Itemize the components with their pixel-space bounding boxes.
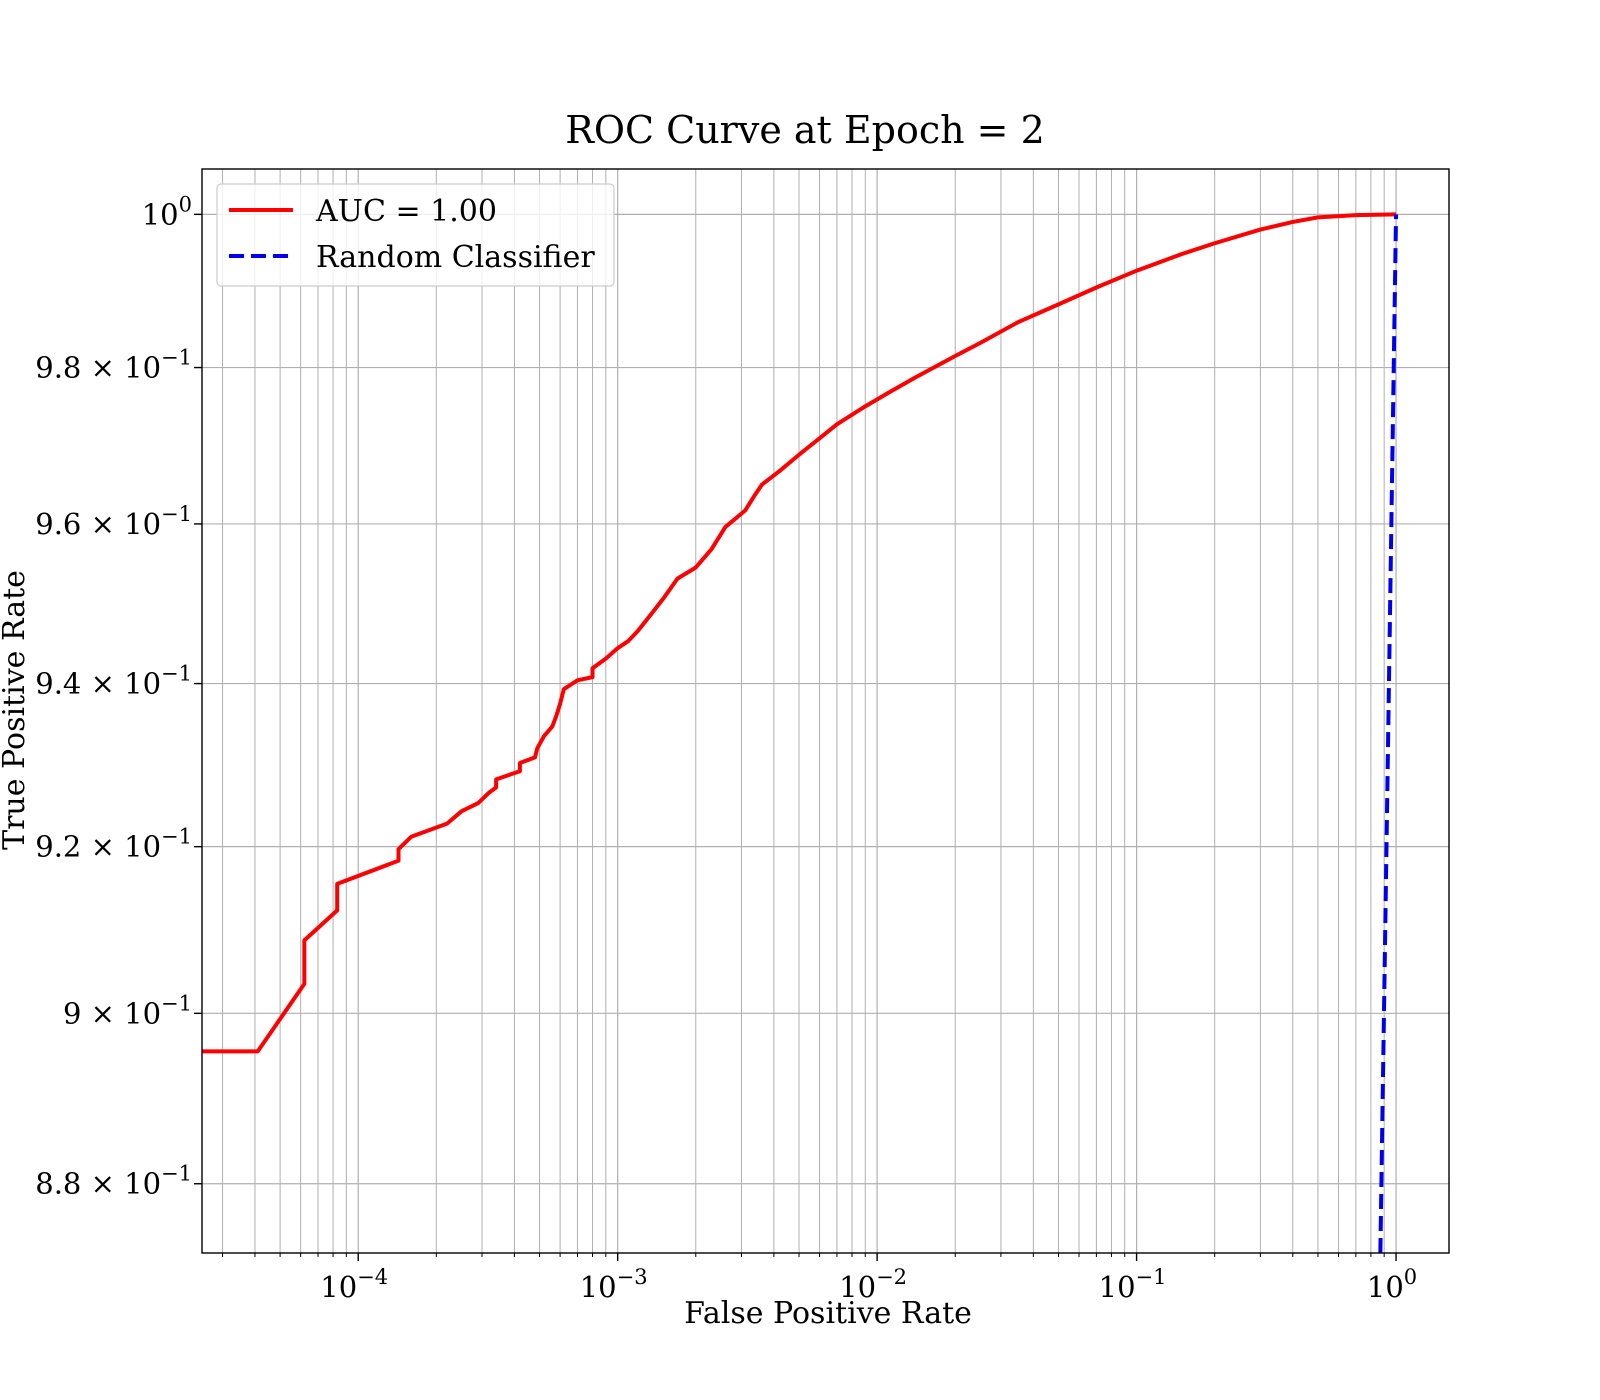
y-tick-label: 8.8 × 10−1	[35, 1162, 192, 1201]
x-axis-label: False Positive Rate	[684, 1296, 972, 1331]
x-tick-label: 10−2	[839, 1265, 907, 1304]
y-tick-label: 9.8 × 10−1	[35, 346, 192, 385]
x-tick-label: 10−4	[320, 1265, 388, 1304]
major-grid	[202, 169, 1449, 1253]
y-axis-ticks: 100 9.8 × 10−1 9.6 × 10−1 9.4 × 10−1 9.2 × 1…	[35, 192, 202, 1201]
y-axis-label: True Positive Rate	[0, 570, 32, 850]
legend-box	[216, 183, 615, 287]
y-tick-label: 9.2 × 10−1	[35, 825, 192, 864]
x-tick-label: 10−3	[580, 1265, 648, 1304]
y-tick-label: 100	[142, 192, 192, 231]
y-tick-label: 9.4 × 10−1	[35, 662, 192, 701]
legend-label-random-classifier: Random Classifier	[316, 240, 595, 275]
legend: AUC = 1.00 Random Classifier	[216, 183, 615, 287]
plot-area-frame	[201, 168, 1450, 1254]
x-tick-label: 100	[1367, 1265, 1417, 1304]
y-tick-label: 9.6 × 10−1	[35, 502, 192, 541]
minor-grid	[222, 169, 1385, 1253]
x-axis-ticks: 10−4 10−3 10−2 10−1 100	[222, 1253, 1417, 1304]
series-layer	[202, 212, 1399, 1253]
roc-curve-line	[202, 212, 1397, 1054]
x-tick-label: 10−1	[1099, 1265, 1167, 1304]
y-tick-label: 9 × 10−1	[63, 991, 192, 1030]
chart-title: ROC Curve at Epoch = 2	[565, 108, 1045, 152]
legend-label-auc: AUC = 1.00	[315, 194, 497, 229]
random-classifier-line	[1378, 214, 1399, 1253]
